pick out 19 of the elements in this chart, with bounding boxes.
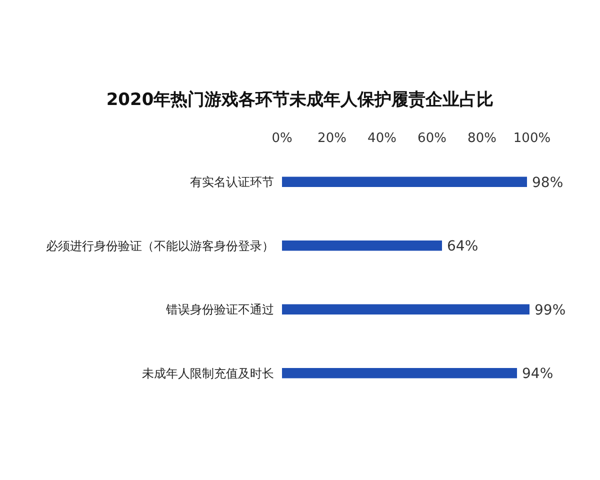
data-label: 98%: [532, 174, 564, 191]
bar: [282, 240, 442, 251]
data-label: 64%: [447, 238, 478, 255]
x-tick-label: 20%: [318, 131, 346, 146]
y-tick-label: 未成年人限制充值及时长: [142, 366, 274, 380]
x-tick-label: 80%: [468, 131, 496, 146]
data-label: 99%: [534, 302, 566, 318]
bar: [282, 304, 530, 314]
x-tick-label: 0%: [272, 131, 292, 146]
x-tick-label: 100%: [513, 131, 551, 146]
y-tick-label: 必须进行身份验证（不能以游客身份登录）: [46, 238, 274, 253]
y-tick-label: 错误身份验证不通过: [165, 302, 274, 317]
bar: [282, 176, 527, 187]
bar: [282, 368, 517, 378]
data-label: 94%: [522, 366, 554, 382]
y-tick-label: 有实名认证环节: [190, 175, 274, 190]
x-tick-label: 60%: [418, 131, 446, 146]
chart-title: 2020年热门游戏各环节未成年人保护履责企业占比: [105, 89, 495, 111]
x-tick-label: 40%: [368, 131, 396, 146]
